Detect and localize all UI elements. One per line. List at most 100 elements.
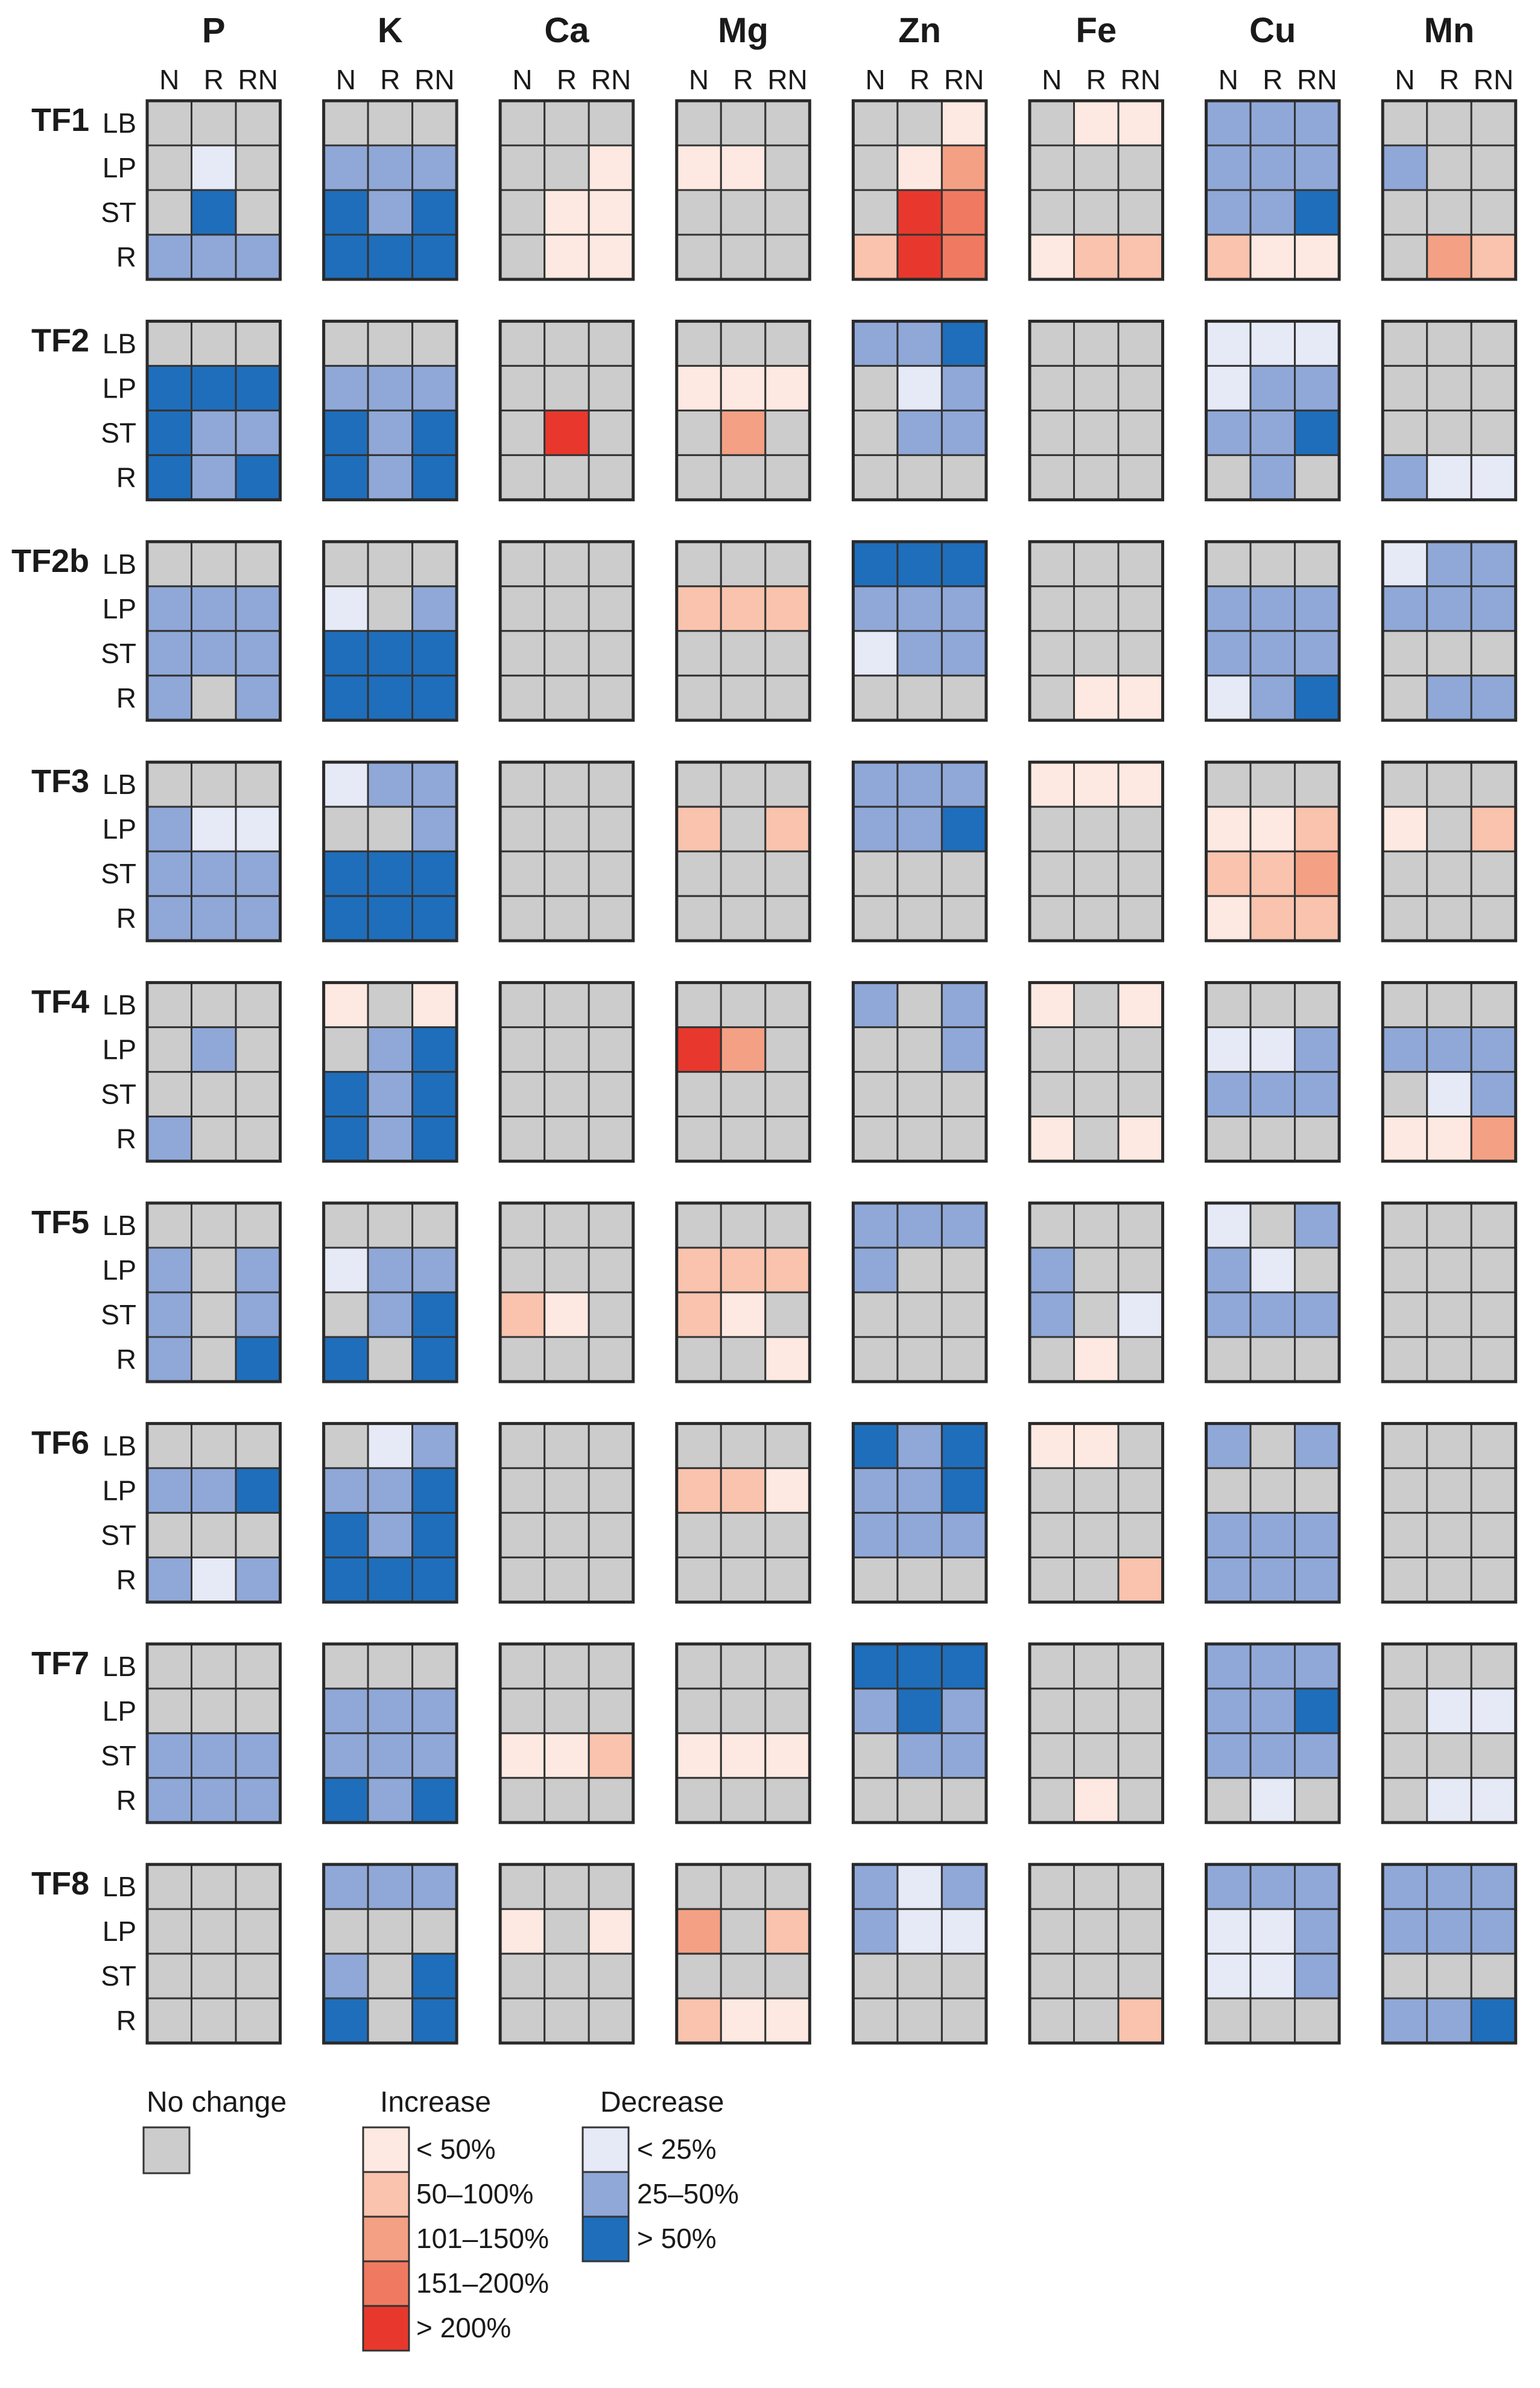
- cell-tf8-zn-lb-n: [852, 1863, 899, 1910]
- cell-tf8-ca-r-n: [499, 1997, 546, 2044]
- block-frame-tf5-mg: [675, 1201, 811, 1383]
- row-label-tf5-r: R: [116, 1344, 136, 1375]
- cell-tf8-k-lp-rn: [411, 1908, 458, 1955]
- column-label-mg-r: R: [733, 64, 753, 95]
- cell-tf5-zn-lb-rn: [940, 1202, 987, 1249]
- cell-tf3-k-lp-n: [323, 805, 369, 853]
- cell-tf2b-ca-r-rn: [588, 675, 635, 722]
- cell-tf4-mg-lb-rn: [764, 982, 811, 1029]
- block-frame-tf1-cu: [1205, 99, 1341, 281]
- cell-tf1-ca-lb-n: [499, 100, 546, 147]
- cell-tf3-mg-lp-rn: [764, 805, 811, 853]
- cell-tf2b-mg-r-rn: [764, 675, 811, 722]
- cell-tf2-ca-lp-r: [543, 364, 590, 411]
- cell-tf7-k-lp-r: [367, 1688, 414, 1735]
- cell-tf7-mn-lb-n: [1381, 1643, 1428, 1690]
- cell-tf7-mn-lb-r: [1426, 1643, 1472, 1690]
- cell-tf5-mg-r-rn: [764, 1336, 811, 1383]
- cell-tf2-fe-lb-n: [1028, 320, 1075, 367]
- cell-tf7-fe-lp-r: [1073, 1688, 1120, 1735]
- cell-tf3-zn-lb-rn: [940, 761, 987, 808]
- column-label-fe-n: N: [1042, 64, 1062, 95]
- cell-tf1-cu-st-n: [1205, 189, 1252, 236]
- cell-tf1-ca-lp-rn: [588, 144, 635, 191]
- cell-tf2-mn-r-rn: [1470, 454, 1517, 501]
- cell-tf2-ca-lb-rn: [588, 320, 635, 367]
- cell-tf3-zn-st-r: [896, 850, 943, 897]
- cell-tf7-fe-lb-rn: [1117, 1643, 1164, 1690]
- cell-tf7-p-st-n: [146, 1732, 192, 1779]
- cell-tf5-mn-r-n: [1381, 1336, 1428, 1383]
- cell-tf6-cu-lb-r: [1249, 1422, 1296, 1469]
- cell-tf8-k-st-r: [367, 1952, 414, 1999]
- cell-tf6-mg-st-r: [720, 1511, 767, 1558]
- cell-tf3-mn-lb-r: [1426, 761, 1472, 808]
- cell-tf6-mn-st-r: [1426, 1511, 1472, 1558]
- cell-tf8-ca-lp-rn: [588, 1908, 635, 1955]
- cell-tf3-fe-lb-r: [1073, 761, 1120, 808]
- cell-tf1-mg-lp-n: [676, 144, 722, 191]
- cell-tf3-zn-st-n: [852, 850, 899, 897]
- cell-tf1-ca-st-n: [499, 189, 546, 236]
- cell-tf2b-ca-st-n: [499, 630, 546, 677]
- cell-tf2-k-st-r: [367, 409, 414, 456]
- cell-tf1-k-r-r: [367, 233, 414, 281]
- cell-tf5-ca-st-n: [499, 1291, 546, 1338]
- block-frame-tf3-cu: [1205, 760, 1341, 942]
- cell-tf1-mn-lp-n: [1381, 144, 1428, 191]
- cell-tf8-mn-lp-n: [1381, 1908, 1428, 1955]
- cell-tf1-zn-st-n: [852, 189, 899, 236]
- cell-tf3-mn-r-r: [1426, 895, 1472, 942]
- cell-tf7-p-lb-r: [191, 1643, 237, 1690]
- cell-tf3-mg-lb-n: [676, 761, 722, 808]
- row-label-tf5-st: ST: [101, 1299, 136, 1330]
- cell-tf6-mg-st-rn: [764, 1511, 811, 1558]
- cell-tf3-zn-r-r: [896, 895, 943, 942]
- cell-tf5-mg-st-r: [720, 1291, 767, 1338]
- cell-tf2-ca-r-n: [499, 454, 546, 501]
- cell-tf2-fe-lb-rn: [1117, 320, 1164, 367]
- cell-tf8-mg-r-rn: [764, 1997, 811, 2044]
- cell-tf4-mn-r-rn: [1470, 1116, 1517, 1163]
- cell-tf7-cu-lb-rn: [1294, 1643, 1340, 1690]
- row-label-tf2b-st: ST: [101, 638, 136, 669]
- cell-tf6-p-r-n: [146, 1556, 192, 1603]
- row-label-tf6-lp: LP: [103, 1475, 136, 1506]
- cell-tf4-mg-r-r: [720, 1116, 767, 1163]
- cell-tf7-zn-lb-r: [896, 1643, 943, 1690]
- cell-tf2b-mn-lb-rn: [1470, 541, 1517, 588]
- cell-tf3-cu-r-rn: [1294, 895, 1340, 942]
- cell-tf2-k-r-n: [323, 454, 369, 501]
- cell-tf2-zn-r-r: [896, 454, 943, 501]
- cell-tf2-cu-st-rn: [1294, 409, 1340, 456]
- cell-tf1-zn-lp-r: [896, 144, 943, 191]
- cell-tf1-cu-lb-r: [1249, 100, 1296, 147]
- cell-tf2-ca-st-rn: [588, 409, 635, 456]
- cell-tf7-ca-lb-rn: [588, 1643, 635, 1690]
- cell-tf2-k-st-n: [323, 409, 369, 456]
- cell-tf2-mn-lp-n: [1381, 364, 1428, 411]
- cell-tf1-cu-lb-n: [1205, 100, 1252, 147]
- cell-tf1-cu-st-r: [1249, 189, 1296, 236]
- cell-tf1-mg-lb-r: [720, 100, 767, 147]
- cell-tf8-k-st-rn: [411, 1952, 458, 1999]
- cell-tf7-mg-st-rn: [764, 1732, 811, 1779]
- cell-tf2b-zn-r-r: [896, 675, 943, 722]
- cell-tf3-k-st-n: [323, 850, 369, 897]
- cell-tf3-mg-lp-n: [676, 805, 722, 853]
- cell-tf6-k-st-rn: [411, 1511, 458, 1558]
- cell-tf2b-ca-r-n: [499, 675, 546, 722]
- cell-tf6-p-st-n: [146, 1511, 192, 1558]
- cell-tf2b-fe-lp-rn: [1117, 585, 1164, 632]
- cell-tf3-p-st-n: [146, 850, 192, 897]
- cell-tf3-mg-st-r: [720, 850, 767, 897]
- cell-tf4-cu-r-n: [1205, 1116, 1252, 1163]
- cell-tf3-mn-st-n: [1381, 850, 1428, 897]
- cell-tf1-p-r-rn: [235, 233, 281, 281]
- cell-tf2b-mn-st-r: [1426, 630, 1472, 677]
- cell-tf7-mg-st-r: [720, 1732, 767, 1779]
- cell-tf5-cu-r-r: [1249, 1336, 1296, 1383]
- cell-tf5-k-st-n: [323, 1291, 369, 1338]
- cell-tf7-k-lb-rn: [411, 1643, 458, 1690]
- cell-tf5-p-lp-r: [191, 1246, 237, 1294]
